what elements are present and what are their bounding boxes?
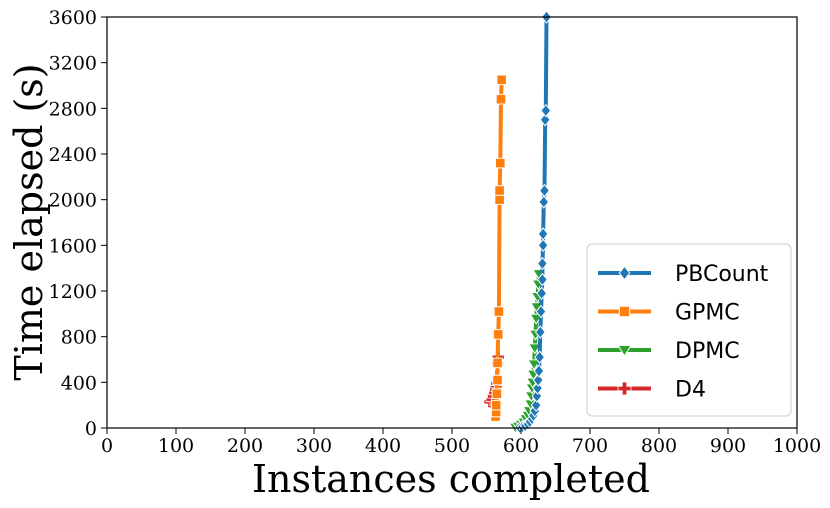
data-point-gpmc [494,185,505,196]
y-tick-label: 0 [85,418,97,440]
data-point-gpmc [492,329,504,340]
x-tick-label: 1000 [773,435,821,457]
x-tick-label: 700 [572,435,608,457]
data-point-gpmc [496,74,507,86]
legend-label-d4: D4 [675,378,706,403]
y-axis-label: Time elapsed (s) [7,63,51,380]
legend-marker-pbcount [618,265,631,281]
data-point-gpmc [492,357,503,369]
data-point-pbcount [535,304,547,319]
x-axis-ticks: 0 100 200 300 400 500 600 700 800 900 1000 [101,428,821,457]
y-tick-label: 2400 [49,144,97,166]
data-point-pbcount [532,381,544,395]
legend: PBCount GPMC DPMC D4 [586,243,792,417]
data-point-gpmc [494,194,505,205]
x-tick-label: 400 [365,435,401,457]
legend-label-dpmc: DPMC [675,339,740,364]
y-axis-ticks: 0 400 800 1200 1600 2000 2400 2800 3200 3600 [49,7,107,440]
x-tick-label: 200 [227,435,263,457]
data-point-dpmc [527,343,542,355]
data-point-pbcount [540,103,552,118]
data-point-gpmc [490,399,502,411]
series-pbcount [514,10,552,435]
legend-box [586,243,792,417]
data-point-dpmc [527,359,542,371]
data-point-pbcount [531,389,543,403]
data-point-pbcount [533,364,545,378]
data-point-gpmc [495,93,507,105]
x-tick-label: 600 [503,435,539,457]
data-point-gpmc [495,157,506,169]
y-tick-label: 2000 [49,190,97,212]
data-point-pbcount [539,183,550,198]
y-tick-label: 3200 [49,53,97,75]
data-point-pbcount [537,227,549,241]
legend-item-d4: D4 [598,378,706,403]
series-gpmc [490,74,507,422]
legend-item-gpmc: GPMC [598,301,740,326]
data-point-pbcount [536,272,548,287]
x-tick-label: 100 [158,435,194,457]
x-tick-label: 800 [641,435,677,457]
data-point-pbcount [538,195,550,209]
legend-marker-d4 [617,381,632,396]
legend-label-pbcount: PBCount [675,262,769,287]
x-tick-label: 500 [434,435,470,457]
data-point-pbcount [532,373,544,387]
legend-marker-dpmc [617,344,632,357]
legend-marker-gpmc [618,305,631,318]
legend-item-dpmc: DPMC [598,339,740,364]
x-axis-label: Instances completed [252,457,650,501]
data-point-pbcount [530,398,542,412]
y-tick-label: 800 [61,327,97,349]
data-point-pbcount [539,112,551,127]
data-point-pbcount [536,286,548,301]
data-point-gpmc [492,374,503,386]
data-point-pbcount [534,325,546,339]
legend-label-gpmc: GPMC [675,301,740,326]
plot-area [483,10,552,435]
x-tick-label: 900 [710,435,746,457]
legend-item-pbcount: PBCount [598,262,769,287]
x-tick-label: 300 [296,435,332,457]
data-point-pbcount [536,256,548,271]
data-point-gpmc [491,388,503,400]
y-tick-label: 2800 [49,98,97,120]
y-tick-label: 400 [61,372,97,394]
data-point-gpmc [493,306,505,317]
y-tick-label: 3600 [49,7,97,29]
x-tick-label: 0 [101,435,113,457]
y-tick-label: 1200 [49,281,97,303]
data-point-pbcount [537,238,549,253]
data-point-pbcount [534,350,546,365]
y-tick-label: 1600 [49,235,97,257]
